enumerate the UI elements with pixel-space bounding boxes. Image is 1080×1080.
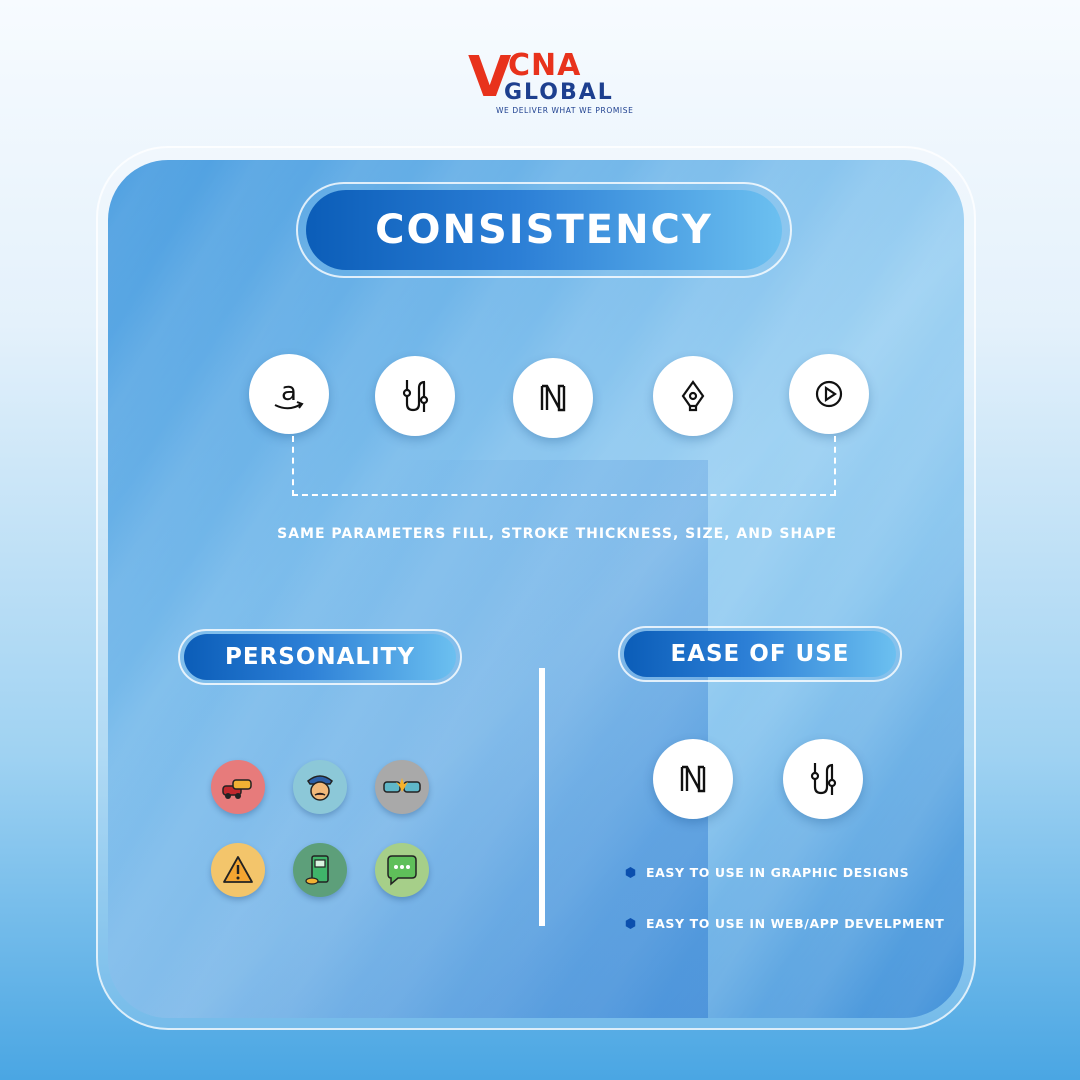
play-icon	[789, 354, 869, 434]
fuel-pump-icon	[293, 843, 347, 897]
brand-logo: V CNA GLOBAL WE DELIVER WHAT WE PROMISE	[468, 46, 648, 118]
hexagon-bullet-icon	[625, 918, 636, 929]
traffic-cars-icon	[211, 760, 265, 814]
amazon-icon: a	[249, 354, 329, 434]
route-icon	[783, 739, 863, 819]
route-icon	[375, 356, 455, 436]
ease-pill-border	[618, 626, 902, 682]
bullet-graphic-designs: EASY TO USE IN GRAPHIC DESIGNS	[625, 865, 909, 880]
svg-text:a: a	[281, 377, 297, 407]
bullet-text: EASY TO USE IN WEB/APP DEVELPMENT	[646, 916, 945, 931]
hexagon-bullet-icon	[625, 867, 636, 878]
chat-bubble-icon	[375, 843, 429, 897]
warning-icon	[211, 843, 265, 897]
personality-pill-border	[178, 629, 462, 685]
bullet-web-app: EASY TO USE IN WEB/APP DEVELPMENT	[625, 916, 944, 931]
pen-tool-icon	[653, 356, 733, 436]
logo-tagline: WE DELIVER WHAT WE PROMISE	[496, 106, 634, 115]
notion-icon	[513, 358, 593, 438]
bullet-text: EASY TO USE IN GRAPHIC DESIGNS	[646, 865, 910, 880]
consistency-title: CONSISTENCY	[306, 190, 782, 270]
notion-icon	[653, 739, 733, 819]
ease-of-use-title: EASE OF USE	[624, 631, 896, 677]
bracket-connector	[292, 436, 836, 496]
logo-v-letter: V	[468, 45, 512, 110]
logo-cna-text: CNA	[508, 48, 582, 83]
police-officer-icon	[293, 760, 347, 814]
logo-global-text: GLOBAL	[504, 80, 614, 105]
section-divider	[539, 668, 545, 926]
title-pill-border	[296, 182, 792, 278]
personality-title: PERSONALITY	[184, 634, 456, 680]
consistency-caption: SAME PARAMETERS FILL, STROKE THICKNESS, …	[277, 526, 837, 542]
car-crash-icon	[375, 760, 429, 814]
